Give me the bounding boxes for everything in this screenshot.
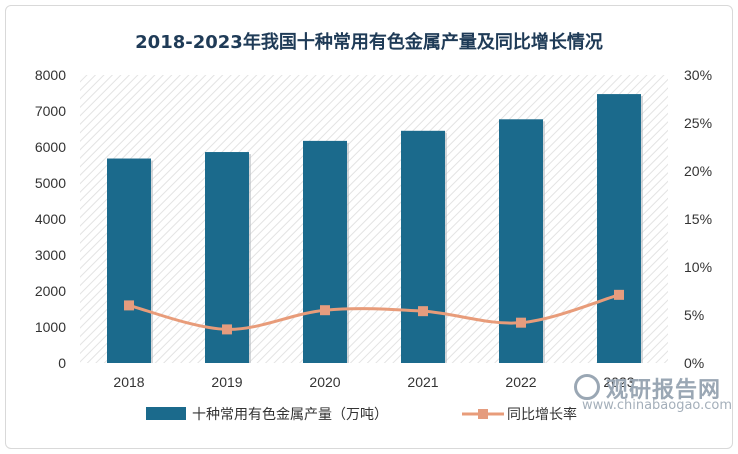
legend-bar-label: 十种常用有色金属产量（万吨） xyxy=(192,406,388,423)
x-tick-label: 2018 xyxy=(113,374,144,390)
legend-bar-swatch xyxy=(146,407,186,420)
growth-rate-point-2018 xyxy=(124,300,134,311)
watermark-url: www.chinabaogao.com xyxy=(582,398,733,413)
x-tick-label: 2021 xyxy=(407,374,438,390)
right-tick-label: 15% xyxy=(684,211,712,227)
growth-rate-point-2022 xyxy=(516,317,526,328)
right-tick-label: 10% xyxy=(684,259,712,275)
bar-2021 xyxy=(401,130,445,363)
left-tick-label: 7000 xyxy=(35,103,66,119)
left-tick-label: 1000 xyxy=(35,319,66,335)
left-tick-label: 8000 xyxy=(35,67,66,83)
legend-line-label: 同比增长率 xyxy=(507,406,577,423)
right-tick-label: 5% xyxy=(684,307,704,323)
growth-rate-point-2019 xyxy=(222,324,232,335)
x-tick-label: 2022 xyxy=(505,374,536,390)
chart-title: 2018-2023年我国十种常用有色金属产量及同比增长情况 xyxy=(135,32,603,53)
growth-rate-point-2023 xyxy=(614,289,624,300)
bar-2018 xyxy=(107,158,151,363)
x-tick-label: 2019 xyxy=(211,374,242,390)
left-tick-label: 4000 xyxy=(35,211,66,227)
watermark-logo-icon xyxy=(574,374,600,400)
growth-rate-point-2020 xyxy=(320,305,330,316)
right-tick-label: 20% xyxy=(684,163,712,179)
left-tick-label: 2000 xyxy=(35,283,66,299)
watermark-brand: 观研报告网 xyxy=(606,378,722,403)
x-tick-label: 2020 xyxy=(309,374,340,390)
left-tick-label: 5000 xyxy=(35,175,66,191)
right-tick-label: 30% xyxy=(684,67,712,83)
right-tick-label: 0% xyxy=(684,355,704,371)
bar-2023 xyxy=(597,94,641,363)
x-tick-label: 2023 xyxy=(603,374,634,390)
bar-2020 xyxy=(303,140,347,363)
left-tick-label: 3000 xyxy=(35,247,66,263)
growth-rate-point-2021 xyxy=(418,306,428,317)
left-tick-label: 6000 xyxy=(35,139,66,155)
plot-area xyxy=(80,75,668,363)
right-tick-label: 25% xyxy=(684,115,712,131)
growth-rate-line xyxy=(128,293,620,331)
left-tick-label: 0 xyxy=(58,355,66,371)
legend-line-marker xyxy=(478,409,488,419)
